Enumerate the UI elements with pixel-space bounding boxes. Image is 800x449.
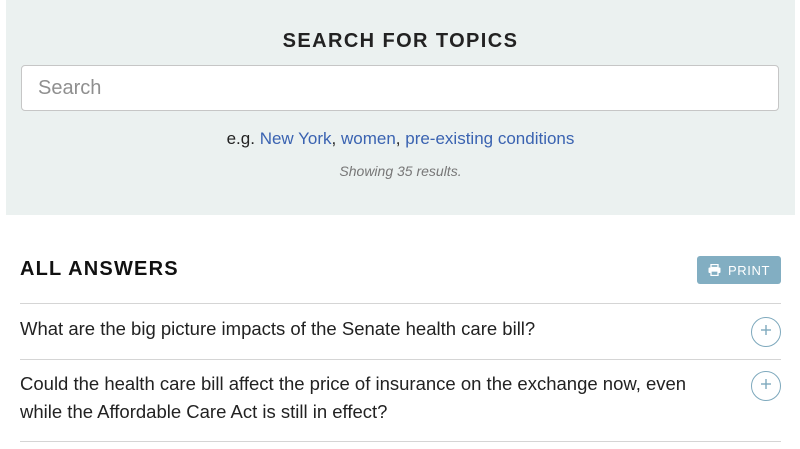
example-link-women[interactable]: women — [340, 129, 396, 148]
search-input[interactable] — [21, 65, 779, 111]
print-label: PRINT — [728, 262, 770, 278]
divider — [20, 441, 781, 442]
expand-button[interactable] — [751, 317, 781, 347]
examples-separator: , — [395, 129, 406, 148]
question-text: Could the health care bill affect the pr… — [20, 373, 687, 422]
example-link-pre-existing-conditions[interactable]: pre-existing conditions — [405, 129, 575, 148]
divider — [20, 359, 781, 360]
question-text: What are the big picture impacts of the … — [20, 318, 536, 339]
plus-icon — [760, 377, 772, 395]
plus-icon — [760, 323, 772, 341]
results-count: Showing 35 results. — [339, 163, 462, 179]
search-title: SEARCH FOR TOPICS — [282, 30, 519, 52]
divider — [20, 303, 781, 304]
expand-button[interactable] — [751, 371, 781, 401]
search-panel: SEARCH FOR TOPICS e.g. New York, women, … — [6, 0, 795, 215]
example-link-new-york[interactable]: New York — [259, 129, 332, 148]
question-row[interactable]: Could the health care bill affect the pr… — [20, 370, 781, 430]
print-button[interactable]: PRINT — [697, 256, 781, 284]
examples-prefix: e.g. — [226, 129, 260, 148]
printer-icon — [708, 264, 721, 276]
examples-separator: , — [331, 129, 341, 148]
answers-heading: ALL ANSWERS — [20, 258, 179, 280]
question-row[interactable]: What are the big picture impacts of the … — [20, 315, 781, 347]
search-examples: e.g. New York, women, pre-existing condi… — [6, 129, 795, 149]
